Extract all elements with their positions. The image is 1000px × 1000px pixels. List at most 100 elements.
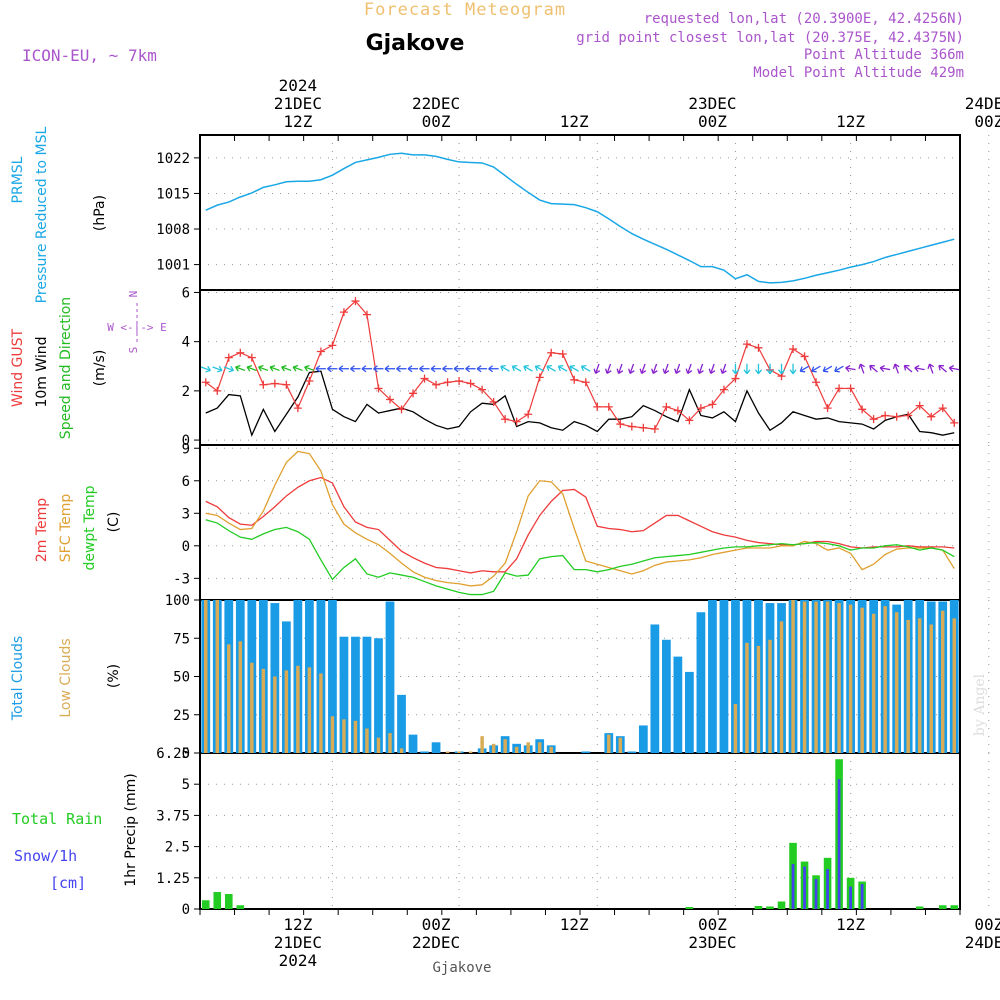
time-label-bottom: 2024 xyxy=(279,951,318,970)
gust-marker xyxy=(547,348,556,357)
arrow-shaft xyxy=(687,363,692,374)
compass-n: N xyxy=(127,291,140,298)
wind-direction-arrow xyxy=(292,364,303,372)
temp-unit: (C) xyxy=(106,512,122,533)
time-label-bottom: 24DEC xyxy=(965,933,1000,952)
wind-direction-arrow xyxy=(948,365,960,372)
arrow-head xyxy=(246,364,253,372)
snow-unit: [cm] xyxy=(50,874,86,892)
arrow-head xyxy=(789,369,797,375)
arrow-head xyxy=(523,364,529,372)
y-tick-label: 4 xyxy=(182,335,190,351)
gust-marker xyxy=(535,373,544,382)
low-cloud-bar xyxy=(307,667,312,753)
total-cloud-bar xyxy=(685,671,694,753)
y-tick-label: 0 xyxy=(182,902,190,918)
arrow-head xyxy=(546,364,552,372)
low-cloud-bar xyxy=(618,737,623,753)
gust-marker xyxy=(316,347,325,356)
watermark: by Angel xyxy=(972,673,988,736)
arrow-head xyxy=(258,364,264,372)
arrow-head xyxy=(685,368,693,374)
arrow-head xyxy=(338,365,344,373)
gust-marker xyxy=(627,422,636,431)
wind-direction-arrow xyxy=(407,365,419,373)
gust-marker xyxy=(420,374,429,383)
arrow-shaft xyxy=(894,363,899,374)
low-cloud-bar xyxy=(837,603,841,753)
sfc-label: SFC Temp xyxy=(58,494,74,563)
arrow-head xyxy=(292,364,299,372)
panel-frame xyxy=(199,134,961,291)
wind-direction-arrow xyxy=(523,364,533,372)
arrow-shaft xyxy=(845,367,856,371)
wind-direction-arrow xyxy=(834,365,844,373)
gust-marker xyxy=(639,423,648,432)
snow-bar xyxy=(860,884,864,909)
low-cloud-bar xyxy=(917,618,922,753)
model-altitude: Model Point Altitude 429m xyxy=(753,65,964,81)
total-cloud-bar xyxy=(431,742,441,753)
gust-marker xyxy=(432,380,441,389)
arrow-shaft xyxy=(698,363,704,374)
y-tick-label: 6.25 xyxy=(156,746,190,762)
arrow-head xyxy=(914,365,920,372)
gust-marker xyxy=(489,397,498,406)
gust-marker xyxy=(512,417,521,426)
gust-marker xyxy=(282,380,291,389)
wind-direction-arrow xyxy=(453,365,465,373)
rain-bar xyxy=(224,894,233,909)
arrow-shaft xyxy=(292,366,303,372)
rain-bar xyxy=(938,905,947,909)
wind-direction-arrow xyxy=(269,364,280,372)
arrow-shaft xyxy=(558,365,568,372)
total-cloud-bar xyxy=(696,612,706,753)
low-cloud-bar xyxy=(261,668,266,753)
panel-5: 0 1.25 2.5 3.75 5 6.25 xyxy=(156,746,990,918)
time-label-top: 00Z xyxy=(698,112,727,131)
gust-marker xyxy=(604,402,613,411)
arrow-shaft xyxy=(834,365,844,372)
wind-direction-arrow xyxy=(500,364,510,372)
arrow-shaft xyxy=(512,365,522,372)
low-cloud-bar xyxy=(296,665,300,753)
time-label-bottom: 23DEC xyxy=(688,933,736,952)
gust-marker xyxy=(708,400,717,409)
low-cloud-bar xyxy=(526,742,530,753)
gust-marker xyxy=(570,375,579,384)
arrow-head xyxy=(269,364,276,372)
arrow-head xyxy=(777,369,786,375)
panel-3: -3 0 3 6 9 xyxy=(173,441,990,601)
gust-marker xyxy=(800,352,809,361)
total-cloud-bar xyxy=(374,638,383,753)
panel-frame xyxy=(199,444,961,601)
total-cloud-bar xyxy=(650,624,660,753)
arrow-head xyxy=(396,365,401,373)
arrow-head xyxy=(858,363,865,370)
arrow-head xyxy=(511,364,518,372)
gust-marker xyxy=(938,404,947,413)
arrow-shaft xyxy=(629,363,635,374)
arrow-shaft xyxy=(523,365,533,372)
panel-frame xyxy=(199,599,961,754)
gust-marker xyxy=(650,425,659,434)
wind-speed-line xyxy=(205,370,955,438)
y-tick-label: 0 xyxy=(182,539,190,555)
pressure-unit: (hPa) xyxy=(92,195,108,231)
low-cloud-bar xyxy=(319,673,323,753)
arrow-head xyxy=(315,365,321,373)
arrow-shaft xyxy=(594,363,600,374)
wind-direction-arrow xyxy=(235,364,246,372)
y-tick-label: 6 xyxy=(182,285,190,301)
low-cloud-bar xyxy=(814,601,818,753)
time-label-bottom: 12Z xyxy=(836,915,865,934)
arrow-shaft xyxy=(811,365,821,372)
wind-direction-arrow xyxy=(569,364,579,372)
low-cloud-bar xyxy=(929,624,933,753)
arrow-shaft xyxy=(235,366,246,372)
arrow-head xyxy=(430,365,436,373)
gust-marker xyxy=(524,410,533,419)
low-cloud-bar xyxy=(768,639,772,753)
wind-direction-arrow xyxy=(651,363,658,374)
snow-bar xyxy=(849,886,852,909)
